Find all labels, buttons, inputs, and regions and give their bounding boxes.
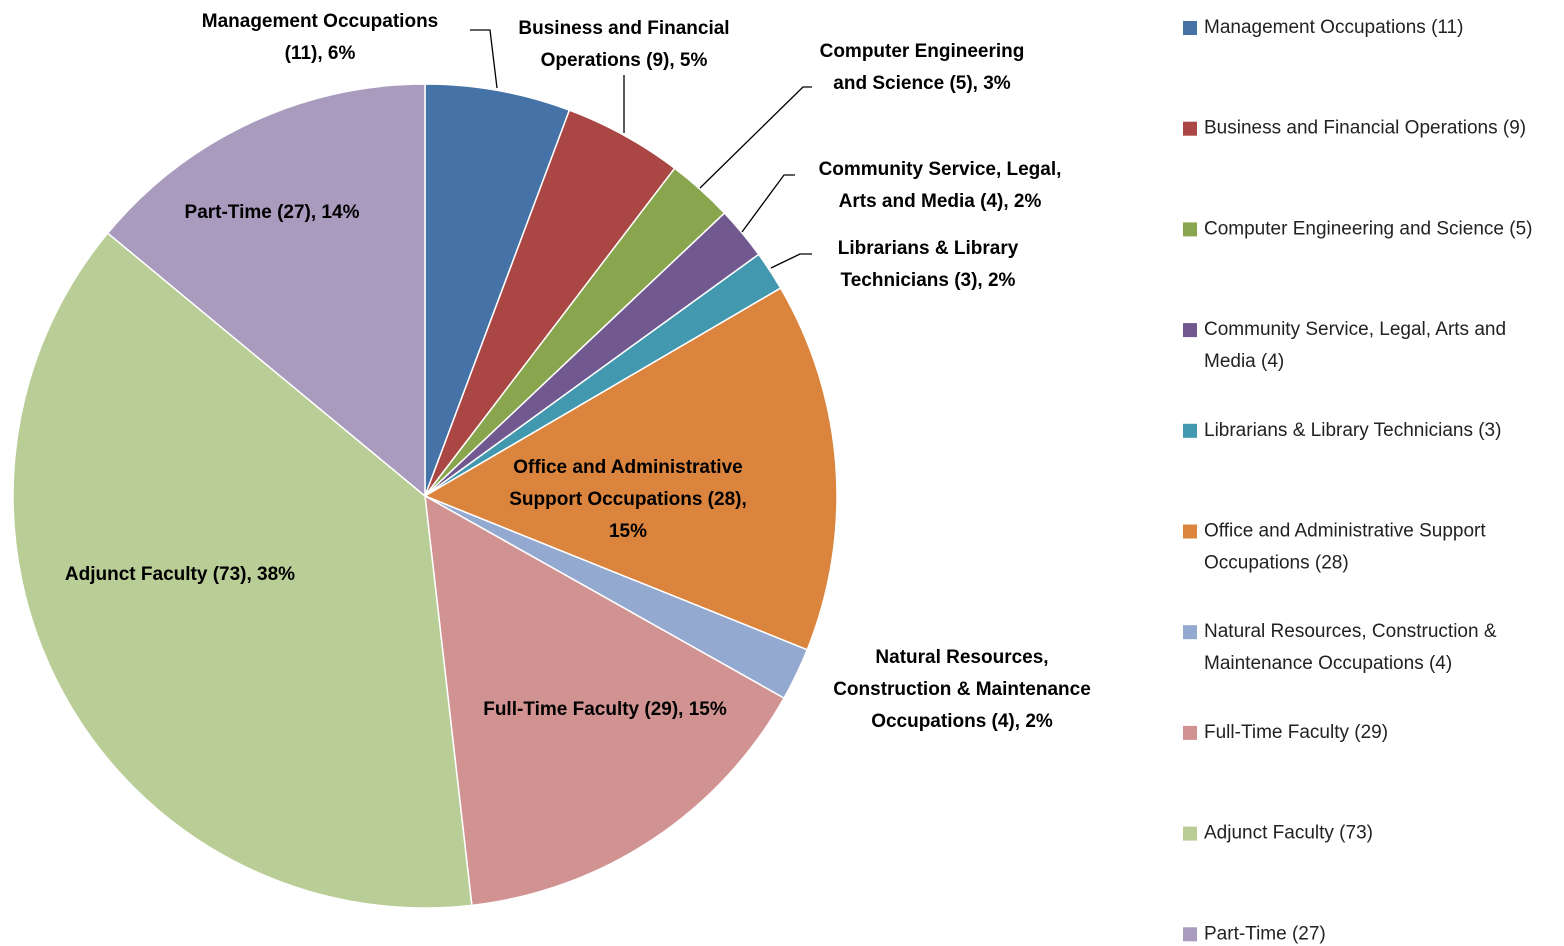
data-label: Business and Financial: [518, 18, 729, 39]
data-label: Computer Engineering: [820, 41, 1025, 62]
legend-label: Librarians & Library Technicians (3): [1204, 420, 1501, 441]
legend-label: Part-Time (27): [1204, 923, 1326, 944]
data-label: Community Service, Legal,: [819, 159, 1062, 180]
legend-swatch: [1183, 524, 1197, 539]
data-label: 15%: [609, 521, 647, 542]
legend-label: Adjunct Faculty (73): [1204, 823, 1373, 844]
pie-slice: [424, 494, 786, 907]
legend-label: Community Service, Legal, Arts and Media …: [1204, 319, 1506, 372]
data-label: and Science (5), 3%: [833, 73, 1011, 94]
leader-line: [770, 253, 812, 269]
data-label: Natural Resources,: [875, 647, 1048, 668]
leader-line: [470, 29, 498, 89]
pie-slice: [423, 287, 838, 651]
data-label: Part-Time (27), 14%: [185, 202, 360, 223]
pie-slice: [424, 83, 571, 497]
legend-label: Computer Engineering and Science (5): [1204, 218, 1532, 239]
data-label: Full-Time Faculty (29), 15%: [483, 699, 727, 720]
legend-swatch: [1183, 323, 1197, 338]
data-label: Arts and Media (4), 2%: [839, 191, 1042, 212]
data-label: Librarians & Library: [838, 238, 1019, 259]
legend-label: Management Occupations (11): [1204, 17, 1463, 38]
legend-swatch: [1183, 21, 1197, 35]
data-label: Operations (9), 5%: [541, 50, 708, 71]
data-label: Office and Administrative: [513, 457, 742, 478]
leader-line: [741, 174, 795, 233]
legend-swatch: [1183, 625, 1197, 640]
legend-swatch: [1183, 121, 1197, 136]
legend-label: Full-Time Faculty (29): [1204, 722, 1388, 743]
pie-slice: [12, 232, 473, 909]
legend-label: Business and Financial Operations (9): [1204, 118, 1526, 139]
pie-slice: [106, 83, 426, 498]
data-label: Construction & Maintenance: [833, 679, 1091, 700]
data-label: (11), 6%: [285, 43, 356, 64]
legend-label: Natural Resources, Construction & Mainten…: [1204, 621, 1497, 674]
data-label: Technicians (3), 2%: [841, 270, 1016, 291]
data-label: Management Occupations: [202, 11, 439, 32]
legend-swatch: [1183, 927, 1197, 942]
leader-line: [699, 86, 812, 189]
data-label: Occupations (4), 2%: [871, 711, 1053, 732]
legend-swatch: [1183, 423, 1197, 438]
legend-label: Office and Administrative Support Occupat…: [1204, 521, 1486, 574]
legend-swatch: [1183, 725, 1197, 740]
legend-swatch: [1183, 826, 1197, 841]
data-label: Adjunct Faculty (73), 38%: [65, 564, 295, 585]
legend-swatch: [1183, 222, 1197, 237]
data-label: Support Occupations (28),: [509, 489, 747, 510]
